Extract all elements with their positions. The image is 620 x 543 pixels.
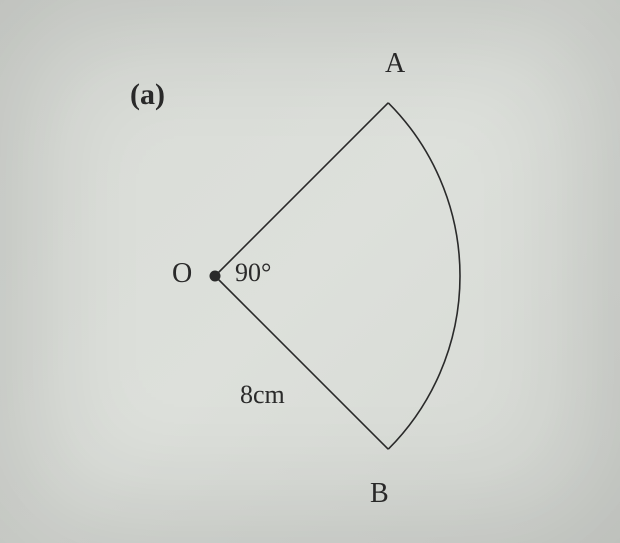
point-o-label: O xyxy=(172,258,192,290)
arc-ab xyxy=(388,103,460,449)
point-a-label: A xyxy=(385,48,405,80)
radius-label: 8cm xyxy=(240,380,285,410)
center-dot xyxy=(210,271,221,282)
angle-label: 90° xyxy=(235,258,271,288)
radius-line-oa xyxy=(215,103,388,276)
point-b-label: B xyxy=(370,478,389,510)
radius-line-ob xyxy=(215,276,388,449)
sector-svg xyxy=(0,0,620,543)
diagram-canvas: (a) A O B 90° 8cm xyxy=(0,0,620,543)
question-label: (a) xyxy=(130,78,165,112)
